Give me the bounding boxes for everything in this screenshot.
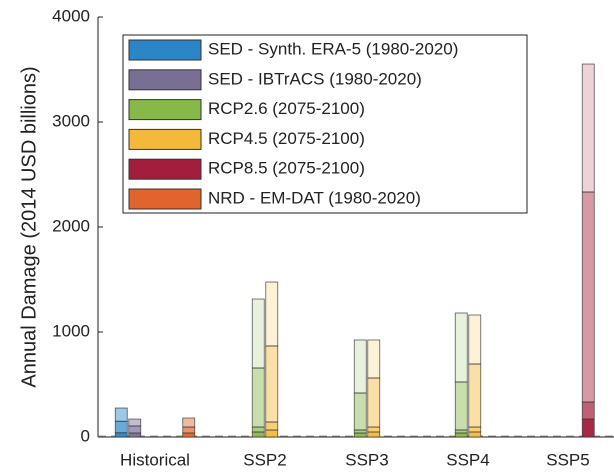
bar-segment <box>265 281 279 347</box>
bar-segment <box>581 418 595 438</box>
y-tick-label: 2000 <box>52 216 90 235</box>
legend-label: RCP2.6 (2075-2100) <box>208 99 365 118</box>
bar-segment <box>353 392 367 431</box>
legend-swatch <box>128 99 202 121</box>
legend-swatch <box>128 158 202 180</box>
bar-segment <box>251 298 265 369</box>
bar-segment <box>454 312 468 383</box>
bar-segment <box>265 421 279 431</box>
bar-segment <box>128 425 142 434</box>
x-tick-label: SSP4 <box>446 450 489 469</box>
bar-segment <box>353 429 367 434</box>
bar-segment <box>454 381 468 431</box>
bar-segment <box>251 367 265 428</box>
bar-segment <box>128 432 142 438</box>
bar-segment <box>114 407 128 422</box>
legend-swatch <box>128 39 202 61</box>
bar-segment <box>581 191 595 403</box>
legend-label: SED - IBTrACS (1980-2020) <box>208 69 422 88</box>
legend-swatch <box>128 188 202 210</box>
legend-label: SED - Synth. ERA-5 (1980-2020) <box>208 39 458 58</box>
bar-segment <box>367 377 381 428</box>
bar-segment <box>353 432 367 438</box>
bar-segment <box>251 426 265 433</box>
bar-segment <box>468 431 482 438</box>
legend-label: RCP8.5 (2075-2100) <box>208 159 365 178</box>
bar-segment <box>367 426 381 433</box>
bar-segment <box>251 431 265 438</box>
legend-label: NRD - EM-DAT (1980-2020) <box>208 188 421 207</box>
y-tick-label: 1000 <box>52 321 90 340</box>
bar-segment <box>581 401 595 420</box>
bar-segment <box>265 345 279 423</box>
bar-segment <box>468 314 482 365</box>
y-tick-label: 0 <box>81 426 90 445</box>
bar-segment <box>367 339 381 379</box>
y-tick-label: 3000 <box>52 111 90 130</box>
bar-segment <box>182 426 196 434</box>
x-tick-label: SSP3 <box>345 450 388 469</box>
bar-segment <box>114 420 128 434</box>
legend: SED - Synth. ERA-5 (1980-2020) SED - IBTr… <box>122 34 528 214</box>
legend-box <box>122 34 528 214</box>
y-axis-label: Annual Damage (2014 USD billions) <box>18 66 40 387</box>
bar-segment <box>182 417 196 428</box>
bar-segment <box>468 363 482 428</box>
y-tick-label: 4000 <box>52 6 90 25</box>
bar-segment <box>128 418 142 427</box>
bar-segment <box>114 432 128 438</box>
bar-segment <box>353 339 367 394</box>
bar-segment <box>454 429 468 434</box>
bar-segment <box>265 429 279 438</box>
bar-segment <box>454 432 468 438</box>
x-tick-label: SSP2 <box>243 450 286 469</box>
x-tick-label: Historical <box>120 450 190 469</box>
bar-segment <box>581 63 595 193</box>
legend-label: RCP4.5 (2075-2100) <box>208 129 365 148</box>
bar-segment <box>182 432 196 438</box>
legend-swatch <box>128 69 202 91</box>
x-tick-label: SSP5 <box>546 450 589 469</box>
legend-swatch <box>128 128 202 150</box>
bar-segment <box>468 426 482 433</box>
bar-segment <box>367 431 381 438</box>
